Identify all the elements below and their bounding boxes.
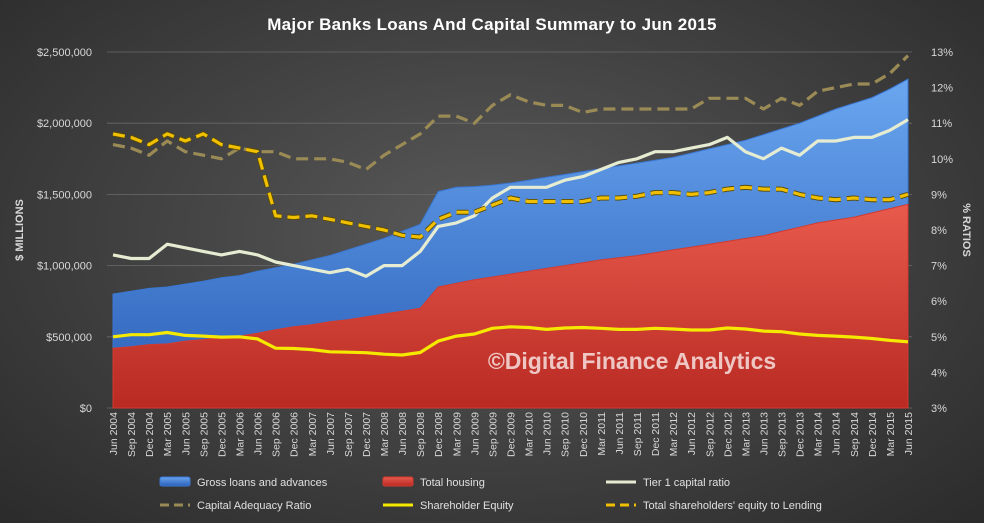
y-axis-label: $ MILLIONS xyxy=(14,199,26,261)
x-tick-label: Jun 2006 xyxy=(253,412,265,455)
x-tick-label: Dec 2011 xyxy=(650,412,662,456)
legend-item-gross-loans-and-advances: Gross loans and advances xyxy=(159,476,328,489)
legend-label: Total housing xyxy=(420,477,485,489)
x-tick-label: Dec 2012 xyxy=(722,412,734,457)
series-line-tier-1-capital-ratio xyxy=(112,118,909,278)
y2-tick-label: 5% xyxy=(931,332,947,344)
legend-label: Tier 1 capital ratio xyxy=(643,477,730,489)
x-tick-label: Dec 2006 xyxy=(289,412,301,457)
x-tick-label: Jun 2011 xyxy=(614,412,626,455)
axes: $0 $500,000 $1,000,000 $1,500,000 $2,000,000… xyxy=(37,47,953,457)
x-tick-label: Jun 2008 xyxy=(397,412,409,455)
legend-swatch xyxy=(159,476,191,487)
watermark: ©Digital Finance Analytics xyxy=(488,348,776,374)
legend-label: Total shareholders' equity to Lending xyxy=(643,500,822,512)
x-tick-label: Dec 2010 xyxy=(578,412,590,457)
x-tick-label: Mar 2014 xyxy=(813,412,825,457)
y2-tick-label: 11% xyxy=(931,118,952,130)
plot-area xyxy=(112,54,910,409)
legend-item-total-housing: Total housing xyxy=(382,476,485,489)
y2-tick-label: 7% xyxy=(931,261,947,273)
x-tick-label: Mar 2012 xyxy=(668,412,680,457)
x-tick-label: Jun 2014 xyxy=(831,412,843,455)
legend-item-shareholder-equity: Shareholder Equity xyxy=(383,500,514,512)
x-tick-label: Sep 2012 xyxy=(704,412,716,457)
x-tick-label: Dec 2007 xyxy=(361,412,373,457)
y2-tick-label: 3% xyxy=(931,403,947,415)
y-tick-label: $2,500,000 xyxy=(37,47,92,59)
legend-label: Shareholder Equity xyxy=(420,500,514,512)
x-tick-label: Mar 2013 xyxy=(740,412,752,457)
x-tick-label: Dec 2004 xyxy=(144,412,156,457)
y-tick-label: $500,000 xyxy=(46,332,92,344)
x-tick-label: Sep 2007 xyxy=(343,412,355,457)
x-tick-label: Jun 2009 xyxy=(469,412,481,455)
x-tick-label: Mar 2009 xyxy=(451,412,463,457)
x-tick-label: Mar 2005 xyxy=(162,412,174,457)
x-tick-label: Jun 2007 xyxy=(325,412,337,455)
x-tick-label: Dec 2013 xyxy=(795,412,807,457)
y2-tick-label: 4% xyxy=(931,367,947,379)
y-tick-label: $2,000,000 xyxy=(37,118,92,130)
y-tick-label: $1,500,000 xyxy=(37,189,92,201)
x-tick-label: Jun 2012 xyxy=(686,412,698,455)
x-tick-label: Mar 2015 xyxy=(885,412,897,457)
x-tick-label: Dec 2009 xyxy=(506,412,518,457)
x-tick-label: Sep 2014 xyxy=(849,412,861,457)
x-tick-label: Jun 2013 xyxy=(758,412,770,455)
series-line-shareholder-equity xyxy=(112,325,909,357)
legend-label: Gross loans and advances xyxy=(197,477,328,489)
x-tick-label: Dec 2008 xyxy=(433,412,445,457)
legend-swatch xyxy=(382,476,414,487)
x-tick-label: Dec 2005 xyxy=(216,412,228,457)
y2-tick-label: 8% xyxy=(931,225,947,237)
series-line-capital-adequacy-ratio xyxy=(112,54,910,172)
x-tick-label: Mar 2010 xyxy=(524,412,536,457)
x-tick-label: Jun 2004 xyxy=(108,412,120,455)
legend-item-total-shareholders-equity-to-lending: Total shareholders' equity to Lending xyxy=(606,500,822,512)
y-tick-label: $1,000,000 xyxy=(37,261,92,273)
x-tick-label: Jun 2015 xyxy=(903,412,915,455)
x-tick-label: Jun 2010 xyxy=(542,412,554,455)
x-tick-label: Mar 2007 xyxy=(307,412,319,457)
x-tick-label: Sep 2004 xyxy=(126,412,138,457)
legend-item-tier-1-capital-ratio: Tier 1 capital ratio xyxy=(606,477,730,489)
x-tick-label: Sep 2008 xyxy=(415,412,427,457)
x-tick-label: Mar 2006 xyxy=(234,412,246,457)
x-tick-label: Sep 2006 xyxy=(271,412,283,457)
x-tick-label: Sep 2013 xyxy=(777,412,789,457)
legend-label: Capital Adequacy Ratio xyxy=(197,500,311,512)
x-tick-label: Sep 2011 xyxy=(632,412,644,456)
x-tick-label: Sep 2005 xyxy=(198,412,210,457)
x-tick-label: Dec 2014 xyxy=(867,412,879,457)
series-line-total-shareholders-equity-to-lending xyxy=(112,132,909,239)
legend-item-capital-adequacy-ratio: Capital Adequacy Ratio xyxy=(160,500,311,512)
x-tick-label: Sep 2009 xyxy=(487,412,499,457)
x-tick-label: Mar 2008 xyxy=(379,412,391,457)
chart-title: Major Banks Loans And Capital Summary to… xyxy=(267,15,717,34)
x-tick-label: Jun 2005 xyxy=(180,412,192,455)
y2-tick-label: 10% xyxy=(931,154,953,166)
y2-tick-label: 12% xyxy=(931,83,953,95)
y2-axis-label: % RATIOS xyxy=(960,203,972,257)
x-tick-label: Mar 2011 xyxy=(596,412,608,456)
y2-tick-label: 6% xyxy=(931,296,947,308)
y2-tick-label: 9% xyxy=(931,189,947,201)
x-tick-label: Sep 2010 xyxy=(560,412,572,457)
y-tick-label: $0 xyxy=(80,403,92,415)
legend: Gross loans and advances Total housing Tie… xyxy=(159,476,822,512)
y2-tick-label: 13% xyxy=(931,47,953,59)
